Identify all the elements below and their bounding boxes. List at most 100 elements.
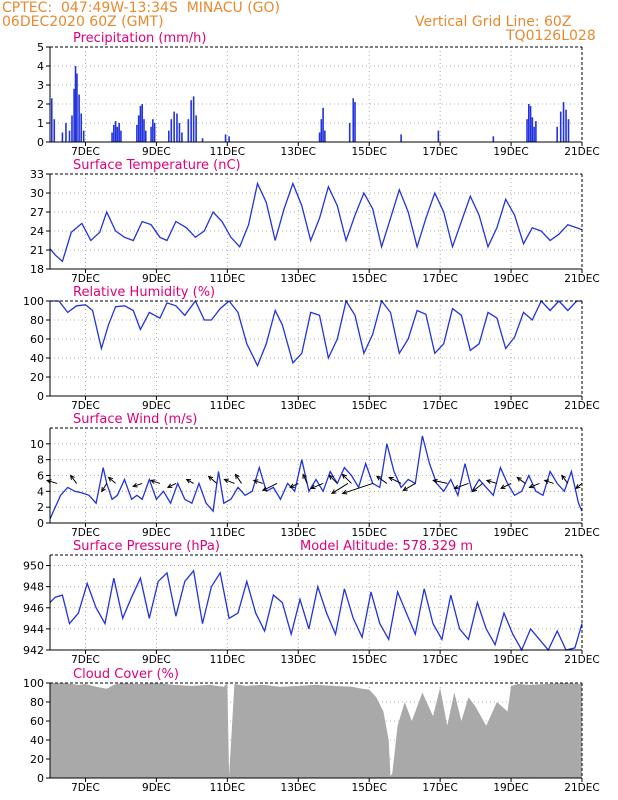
precip-bar xyxy=(143,119,145,142)
wind-arrow-shaft xyxy=(561,475,569,484)
precip-bar xyxy=(190,100,192,142)
panel-6-xtick-label: 11DEC xyxy=(210,782,245,794)
panel-3-title: Relative Humidity (%) xyxy=(73,285,215,300)
panel-5-ytick-label: 944 xyxy=(23,623,44,636)
wind-arrow-head xyxy=(261,486,268,491)
panel-2-ytick-label: 33 xyxy=(30,168,44,181)
precip-bar xyxy=(78,94,80,142)
precip-bar xyxy=(354,102,356,142)
panel-6-xtick-label: 17DEC xyxy=(422,782,457,794)
precip-bar xyxy=(118,123,120,142)
wind-arrow-head xyxy=(375,475,382,481)
precip-bar xyxy=(400,134,402,142)
wind-arrow-head xyxy=(432,478,438,484)
precip-bar xyxy=(318,132,321,142)
wind-arrow-shaft xyxy=(186,478,194,484)
wind-arrow-head xyxy=(528,483,534,489)
precip-bar xyxy=(61,132,64,142)
panel-1-xtick-label: 15DEC xyxy=(351,146,386,158)
panel-2-xtick-label: 13DEC xyxy=(281,273,316,285)
wind-arrow-shaft xyxy=(167,482,177,488)
panel-1-ytick-label: 4 xyxy=(37,60,44,73)
panel-1-xtick-label: 11DEC xyxy=(210,146,245,158)
wind-arrow-shaft xyxy=(290,482,299,488)
precip-bar xyxy=(187,119,190,142)
panel-5-xtick-label: 17DEC xyxy=(422,654,457,666)
wind-arrow-head xyxy=(101,486,106,493)
precip-bar xyxy=(320,119,323,142)
panel-4-xtick-label: 11DEC xyxy=(210,527,245,539)
wind-arrow-shaft xyxy=(403,482,416,491)
wind-arrow-head xyxy=(402,486,408,491)
panel-1-xtick-label: 13DEC xyxy=(281,146,316,158)
panel-2-ytick-label: 30 xyxy=(30,187,44,200)
panel-5-ytick-label: 946 xyxy=(23,602,44,615)
panel-6-xtick-label: 13DEC xyxy=(281,782,316,794)
wind-arrow-shaft xyxy=(253,479,263,484)
header-station: CPTEC: 047:49W-13:34S MINACU (GO) xyxy=(2,0,280,16)
precip-bar xyxy=(73,88,75,142)
precip-bar xyxy=(526,119,528,142)
wind-arrow-head xyxy=(388,476,394,482)
header-grid-note: Vertical Grid Line: 60Z xyxy=(415,14,572,30)
wind-arrow-shaft xyxy=(376,476,388,484)
panel-2-xtick-label: 7DEC xyxy=(71,273,100,285)
wind-arrow-shaft xyxy=(262,482,278,491)
wind-arrow-head xyxy=(289,483,295,488)
wind-arrow-shaft xyxy=(454,482,469,489)
panel-3-xtick-label: 9DEC xyxy=(142,400,171,412)
panel-2-title: Surface Temperature (nC) xyxy=(73,158,241,173)
wind-arrow-shaft xyxy=(433,479,448,484)
precip-bar xyxy=(114,121,117,142)
panel-5-ytick-label: 948 xyxy=(23,581,44,594)
wind-arrow-shaft xyxy=(331,482,349,494)
panel-2-ytick-label: 18 xyxy=(30,263,44,276)
precip-bar xyxy=(181,132,183,142)
wind-arrow-shaft xyxy=(529,482,540,488)
wind-arrow-shaft xyxy=(342,482,373,494)
panel-4-xtick-label: 15DEC xyxy=(351,527,386,539)
wind-arrow-head xyxy=(561,474,567,480)
wind-arrow-head xyxy=(69,474,75,480)
wind-arrow-shaft xyxy=(516,477,526,484)
wind-arrow-shaft xyxy=(108,477,116,484)
panel-6-xtick-label: 21DEC xyxy=(564,782,599,794)
precip-bar xyxy=(141,104,144,142)
panel-1-xtick-label: 19DEC xyxy=(493,146,528,158)
precip-bar xyxy=(65,123,67,142)
panel-3-xtick-label: 13DEC xyxy=(281,400,316,412)
precip-bar xyxy=(535,121,537,142)
precip-bar xyxy=(144,130,147,142)
precip-bar xyxy=(139,105,142,142)
precip-bar xyxy=(137,115,140,142)
panel-6-ytick-label: 60 xyxy=(30,715,44,728)
wind-arrow-head xyxy=(471,487,478,493)
panel-3-ytick-label: 100 xyxy=(23,295,44,308)
precip-bar xyxy=(168,130,170,142)
wind-arrow-shaft xyxy=(70,475,77,484)
wind-arrow-shaft xyxy=(500,482,512,489)
panel-5-ytick-label: 942 xyxy=(23,644,44,657)
precip-bar xyxy=(50,98,53,142)
panel-3-xtick-label: 17DEC xyxy=(422,400,457,412)
wind-arrow-shaft xyxy=(150,479,161,484)
panel-6-ytick-label: 100 xyxy=(23,677,44,690)
wind-arrow-head xyxy=(166,483,173,488)
wind-arrow-head xyxy=(516,476,522,482)
wind-arrow-head xyxy=(575,484,581,490)
panel-5-xtick-label: 15DEC xyxy=(351,654,386,666)
panel-2-ytick-label: 27 xyxy=(30,206,44,219)
panel-3-xtick-label: 21DEC xyxy=(564,400,599,412)
panel-4-ytick-label: 10 xyxy=(30,438,44,451)
precip-bar xyxy=(152,119,154,142)
wind-arrow-shaft xyxy=(208,476,218,484)
precip-bar xyxy=(76,73,78,142)
wind-arrow-head xyxy=(149,479,156,484)
panel-2-xtick-label: 19DEC xyxy=(493,273,528,285)
panel-1-xtick-label: 9DEC xyxy=(142,146,171,158)
wind-arrow-shaft xyxy=(575,483,583,489)
wind-arrow-shaft xyxy=(544,479,554,484)
wind-arrow-head xyxy=(543,479,550,484)
panel-4-ytick-label: 8 xyxy=(37,454,44,467)
